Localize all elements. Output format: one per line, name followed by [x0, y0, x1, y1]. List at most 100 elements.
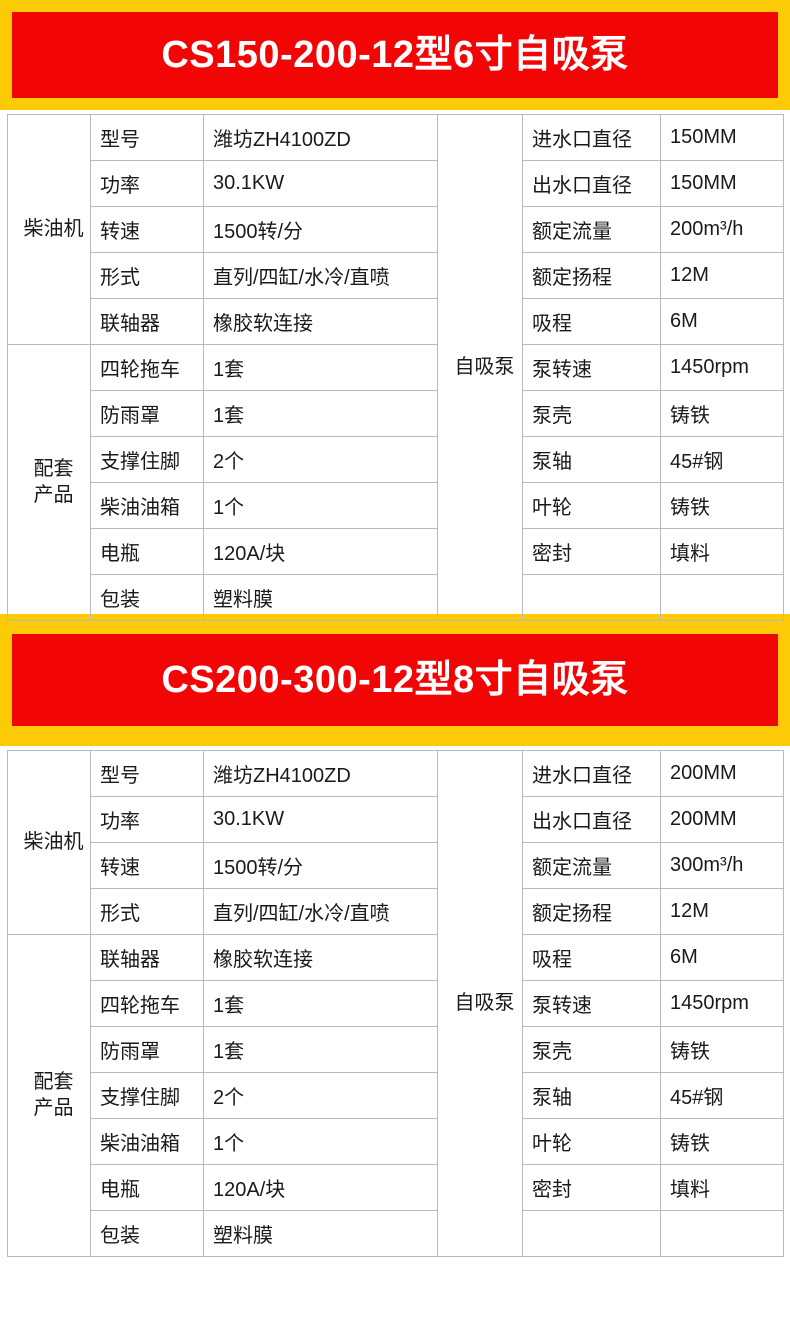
spec-right-1: 自吸泵 进水口直径 150MM 出水口直径 150MM 额定流量 200m³/h…	[437, 114, 784, 621]
row-value: 潍坊ZH4100ZD	[203, 750, 438, 797]
table-row: 支撑住脚 2个	[8, 436, 438, 483]
table-row: 叶轮 铸铁	[438, 482, 784, 529]
row-value: 1450rpm	[660, 344, 784, 391]
product-banner-2: CS200-300-12型8寸自吸泵	[0, 614, 790, 746]
row-key: 转速	[90, 842, 204, 889]
table-row: 功率 30.1KW	[8, 160, 438, 207]
row-value: 120A/块	[203, 1164, 438, 1211]
row-value: 1套	[203, 344, 438, 391]
table-row: 四轮拖车 1套	[8, 980, 438, 1027]
row-value: 2个	[203, 1072, 438, 1119]
table-row: 转速 1500转/分	[8, 842, 438, 889]
row-key: 泵壳	[522, 390, 661, 437]
row-key: 泵轴	[522, 1072, 661, 1119]
row-value: 200m³/h	[660, 206, 784, 253]
row-value: 塑料膜	[203, 574, 438, 621]
row-key: 支撑住脚	[90, 436, 204, 483]
group-label-diesel-2: 柴油机	[7, 750, 91, 935]
table-row: 泵轴 45#钢	[438, 1072, 784, 1119]
group-label-accessory-2: 配套 产品	[7, 934, 91, 1257]
row-key: 形式	[90, 888, 204, 935]
row-value: 1500转/分	[203, 206, 438, 253]
row-value: 塑料膜	[203, 1210, 438, 1257]
group-label-line-2: 产品	[33, 483, 74, 506]
row-value: 150MM	[660, 160, 784, 207]
diesel-accessory-table-2: 柴油机 型号 潍坊ZH4100ZD 功率 30.1KW 转速 1500转/分 形…	[7, 750, 438, 1257]
row-key: 功率	[90, 796, 204, 843]
row-key: 泵壳	[522, 1026, 661, 1073]
row-value: 6M	[660, 934, 784, 981]
table-row: 泵轴 45#钢	[438, 436, 784, 483]
row-value: 直列/四缸/水冷/直喷	[203, 888, 438, 935]
table-row: 出水口直径 150MM	[438, 160, 784, 207]
group-label-line-1: 配套	[33, 457, 74, 480]
product-banner-1: CS150-200-12型6寸自吸泵	[0, 0, 790, 110]
row-value: 1450rpm	[660, 980, 784, 1027]
row-key: 泵转速	[522, 980, 661, 1027]
table-row: 泵转速 1450rpm	[438, 344, 784, 391]
row-key: 四轮拖车	[90, 980, 204, 1027]
table-row: 配套 产品 四轮拖车 1套	[7, 344, 438, 621]
pump-table-1: 自吸泵 进水口直径 150MM 出水口直径 150MM 额定流量 200m³/h…	[437, 114, 784, 621]
row-key: 柴油油箱	[90, 1118, 204, 1165]
row-key: 联轴器	[90, 934, 204, 981]
row-value: 150MM	[660, 114, 784, 161]
row-key: 电瓶	[90, 528, 204, 575]
product-title-2: CS200-300-12型8寸自吸泵	[12, 634, 778, 726]
row-value: 1套	[203, 1026, 438, 1073]
table-row: 支撑住脚 2个	[8, 1072, 438, 1119]
table-row: 包装 塑料膜	[8, 574, 438, 621]
row-key: 叶轮	[522, 482, 661, 529]
row-value: 300m³/h	[660, 842, 784, 889]
row-key: 包装	[90, 1210, 204, 1257]
row-key: 功率	[90, 160, 204, 207]
row-key: 转速	[90, 206, 204, 253]
table-row: 自吸泵 进水口直径 200MM	[437, 750, 784, 1257]
table-row: 出水口直径 200MM	[438, 796, 784, 843]
row-value: 120A/块	[203, 528, 438, 575]
row-key-empty	[522, 1210, 661, 1257]
row-value: 30.1KW	[203, 160, 438, 207]
row-value: 橡胶软连接	[203, 934, 438, 981]
row-key: 泵转速	[522, 344, 661, 391]
row-key-empty	[522, 574, 661, 621]
table-row: 额定扬程 12M	[438, 888, 784, 935]
row-key: 包装	[90, 574, 204, 621]
table-row: 吸程 6M	[438, 298, 784, 345]
row-value: 1个	[203, 482, 438, 529]
row-value: 铸铁	[660, 390, 784, 437]
row-key: 型号	[90, 750, 204, 797]
row-key: 密封	[522, 528, 661, 575]
row-value: 填料	[660, 1164, 784, 1211]
row-key: 四轮拖车	[90, 344, 204, 391]
row-key: 柴油油箱	[90, 482, 204, 529]
row-key: 防雨罩	[90, 1026, 204, 1073]
group-label-diesel-1: 柴油机	[7, 114, 91, 345]
row-value: 1500转/分	[203, 842, 438, 889]
table-row: 联轴器 橡胶软连接	[8, 298, 438, 345]
row-key: 额定流量	[522, 206, 661, 253]
row-value: 1套	[203, 390, 438, 437]
row-key: 型号	[90, 114, 204, 161]
table-row: 包装 塑料膜	[8, 1210, 438, 1257]
row-value-empty	[660, 1210, 784, 1257]
row-key: 出水口直径	[522, 796, 661, 843]
row-value: 12M	[660, 252, 784, 299]
table-row: 泵壳 铸铁	[438, 1026, 784, 1073]
table-row: 电瓶 120A/块	[8, 528, 438, 575]
row-key: 支撑住脚	[90, 1072, 204, 1119]
row-value-empty	[660, 574, 784, 621]
row-value: 1套	[203, 980, 438, 1027]
table-row: 额定扬程 12M	[438, 252, 784, 299]
group-label-pump-1: 自吸泵	[437, 114, 523, 621]
group-label-accessory-1: 配套 产品	[7, 344, 91, 621]
table-row	[438, 1210, 784, 1257]
table-row: 形式 直列/四缸/水冷/直喷	[8, 888, 438, 935]
row-key: 吸程	[522, 934, 661, 981]
row-key: 形式	[90, 252, 204, 299]
row-key: 进水口直径	[522, 114, 661, 161]
row-value: 铸铁	[660, 482, 784, 529]
row-value: 2个	[203, 436, 438, 483]
row-key: 额定流量	[522, 842, 661, 889]
